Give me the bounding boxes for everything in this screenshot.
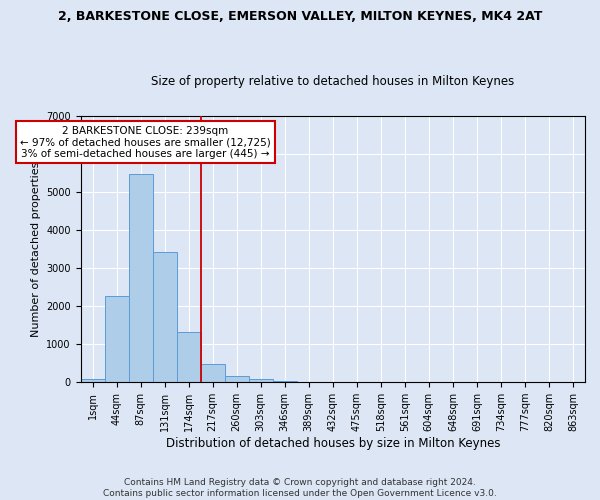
Bar (152, 252, 176, 382)
Text: 2, BARKESTONE CLOSE, EMERSON VALLEY, MILTON KEYNES, MK4 2AT: 2, BARKESTONE CLOSE, EMERSON VALLEY, MIL… (58, 10, 542, 23)
Text: 2 BARKESTONE CLOSE: 239sqm
← 97% of detached houses are smaller (12,725)
3% of s: 2 BARKESTONE CLOSE: 239sqm ← 97% of deta… (20, 126, 271, 159)
Bar (104, 296, 128, 382)
Bar (176, 332, 200, 382)
Bar (273, 380, 297, 382)
Bar (80, 379, 104, 382)
Text: Contains HM Land Registry data © Crown copyright and database right 2024.
Contai: Contains HM Land Registry data © Crown c… (103, 478, 497, 498)
Y-axis label: Number of detached properties: Number of detached properties (31, 162, 41, 337)
Bar (225, 376, 249, 382)
Bar (200, 364, 225, 382)
Bar (128, 174, 152, 382)
Title: Size of property relative to detached houses in Milton Keynes: Size of property relative to detached ho… (151, 76, 514, 88)
X-axis label: Distribution of detached houses by size in Milton Keynes: Distribution of detached houses by size … (166, 437, 500, 450)
Bar (249, 379, 273, 382)
